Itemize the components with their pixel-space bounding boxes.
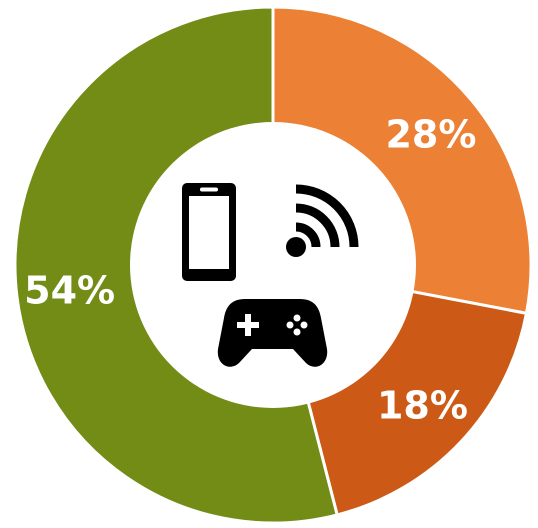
gamepad-icon <box>217 299 328 367</box>
donut-hole <box>130 122 416 408</box>
label-18-percent: 18% <box>377 383 468 427</box>
wifi-signal-icon <box>286 184 359 257</box>
label-28-percent: 28% <box>385 112 476 156</box>
smartphone-icon <box>182 183 236 281</box>
label-54-percent: 54% <box>24 269 115 313</box>
slice-labels: 28% 18% 54% <box>24 112 476 427</box>
